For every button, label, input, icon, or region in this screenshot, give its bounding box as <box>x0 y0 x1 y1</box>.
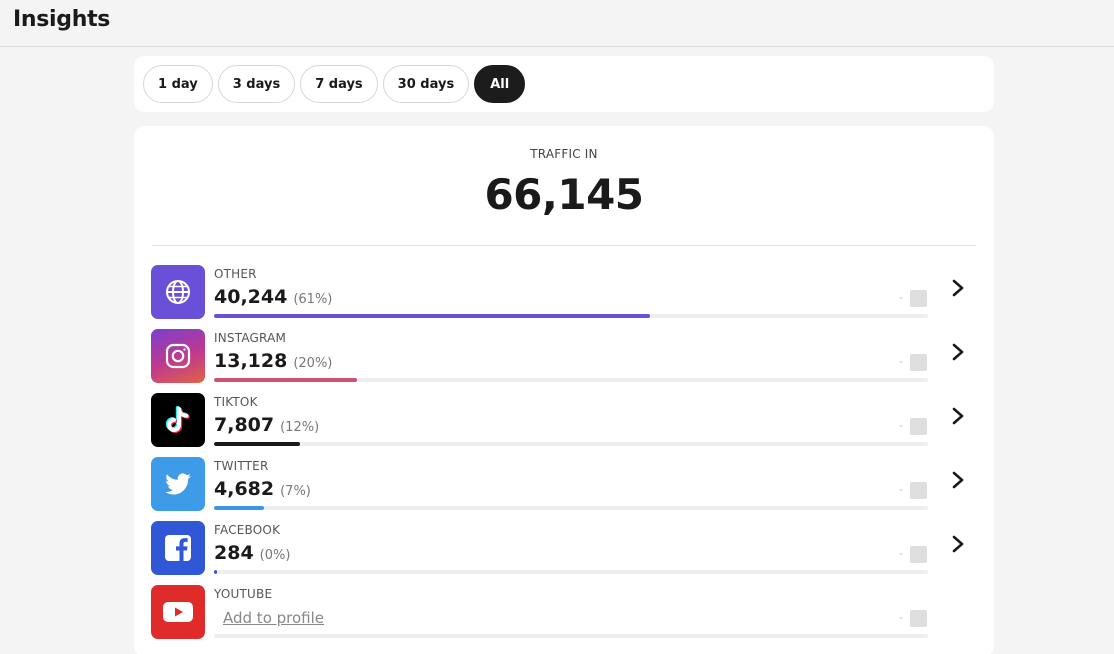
share-bar-fill <box>214 442 300 446</box>
change-value: - <box>899 291 903 304</box>
traffic-in-label: TRAFFIC IN <box>530 147 598 161</box>
globe-icon <box>151 265 205 319</box>
source-percent: (61%) <box>293 292 333 307</box>
change-value: - <box>899 355 903 368</box>
source-name: INSTAGRAM <box>214 331 287 345</box>
change-value: - <box>899 483 903 496</box>
share-bar-track <box>214 378 928 382</box>
source-name: TWITTER <box>214 459 269 473</box>
source-percent: (12%) <box>280 420 320 435</box>
chevron-right-icon[interactable] <box>947 405 969 427</box>
source-count-wrap: 13,128 (20%) <box>214 350 332 372</box>
page-title: Insights <box>13 7 111 32</box>
change-indicator <box>910 354 927 371</box>
source-count: 40,244 <box>214 286 288 308</box>
chevron-right-icon[interactable] <box>947 533 969 555</box>
change-indicator <box>910 290 927 307</box>
source-row-tiktok[interactable]: TIKTOK 7,807 (12%) - <box>151 393 981 449</box>
source-row-facebook[interactable]: FACEBOOK 284 (0%) - <box>151 521 981 577</box>
change-indicator <box>910 482 927 499</box>
source-count: 284 <box>214 542 254 564</box>
source-row-instagram[interactable]: INSTAGRAM 13,128 (20%) - <box>151 329 981 385</box>
source-count-wrap: 284 (0%) <box>214 542 290 564</box>
source-count-wrap: 4,682 (7%) <box>214 478 311 500</box>
source-name: FACEBOOK <box>214 523 281 537</box>
change-value: - <box>899 547 903 560</box>
source-name: OTHER <box>214 267 257 281</box>
filter-30-days-button[interactable]: 30 days <box>382 65 470 103</box>
source-count: 13,128 <box>214 350 288 372</box>
change-value: - <box>899 611 903 624</box>
source-row-youtube: YOUTUBE Add to profile - <box>151 585 981 641</box>
change-indicator <box>910 418 927 435</box>
twitter-icon <box>151 457 205 511</box>
summary-divider <box>152 245 976 246</box>
share-bar-track <box>214 634 928 638</box>
source-percent: (7%) <box>280 484 311 499</box>
share-bar-track <box>214 314 928 318</box>
title-divider <box>0 46 1114 47</box>
filter-1-day-button[interactable]: 1 day <box>143 65 213 103</box>
share-bar-fill <box>214 570 217 574</box>
share-bar-track <box>214 506 928 510</box>
tiktok-icon <box>151 393 205 447</box>
add-to-profile-link[interactable]: Add to profile <box>223 609 325 627</box>
source-count: 4,682 <box>214 478 275 500</box>
traffic-total: 66,145 <box>484 170 644 219</box>
share-bar-fill <box>214 314 650 318</box>
source-percent: (20%) <box>293 356 333 371</box>
change-indicator <box>910 610 927 627</box>
source-row-twitter[interactable]: TWITTER 4,682 (7%) - <box>151 457 981 513</box>
share-bar-fill <box>214 506 264 510</box>
share-bar-track <box>214 570 928 574</box>
chevron-right-icon[interactable] <box>947 341 969 363</box>
youtube-icon <box>151 585 205 639</box>
filter-3-days-button[interactable]: 3 days <box>217 65 296 103</box>
source-name: TIKTOK <box>214 395 258 409</box>
source-count-wrap: 7,807 (12%) <box>214 414 319 436</box>
share-bar-track <box>214 442 928 446</box>
source-count: 7,807 <box>214 414 275 436</box>
source-percent: (0%) <box>259 548 291 563</box>
filter-all-button[interactable]: All <box>474 65 526 103</box>
traffic-card: TRAFFIC IN 66,145 OTHER 40,244 (61%) - <box>134 126 994 654</box>
source-name: YOUTUBE <box>214 587 273 601</box>
source-row-other[interactable]: OTHER 40,244 (61%) - <box>151 265 981 321</box>
change-indicator <box>910 546 927 563</box>
instagram-icon <box>151 329 205 383</box>
source-count-wrap: 40,244 (61%) <box>214 286 332 308</box>
change-value: - <box>899 419 903 432</box>
filter-7-days-button[interactable]: 7 days <box>300 65 378 103</box>
facebook-icon <box>151 521 205 575</box>
time-filter-bar: 1 day 3 days 7 days 30 days All <box>134 56 994 112</box>
chevron-right-icon[interactable] <box>947 277 969 299</box>
share-bar-fill <box>214 378 357 382</box>
chevron-right-icon[interactable] <box>947 469 969 491</box>
